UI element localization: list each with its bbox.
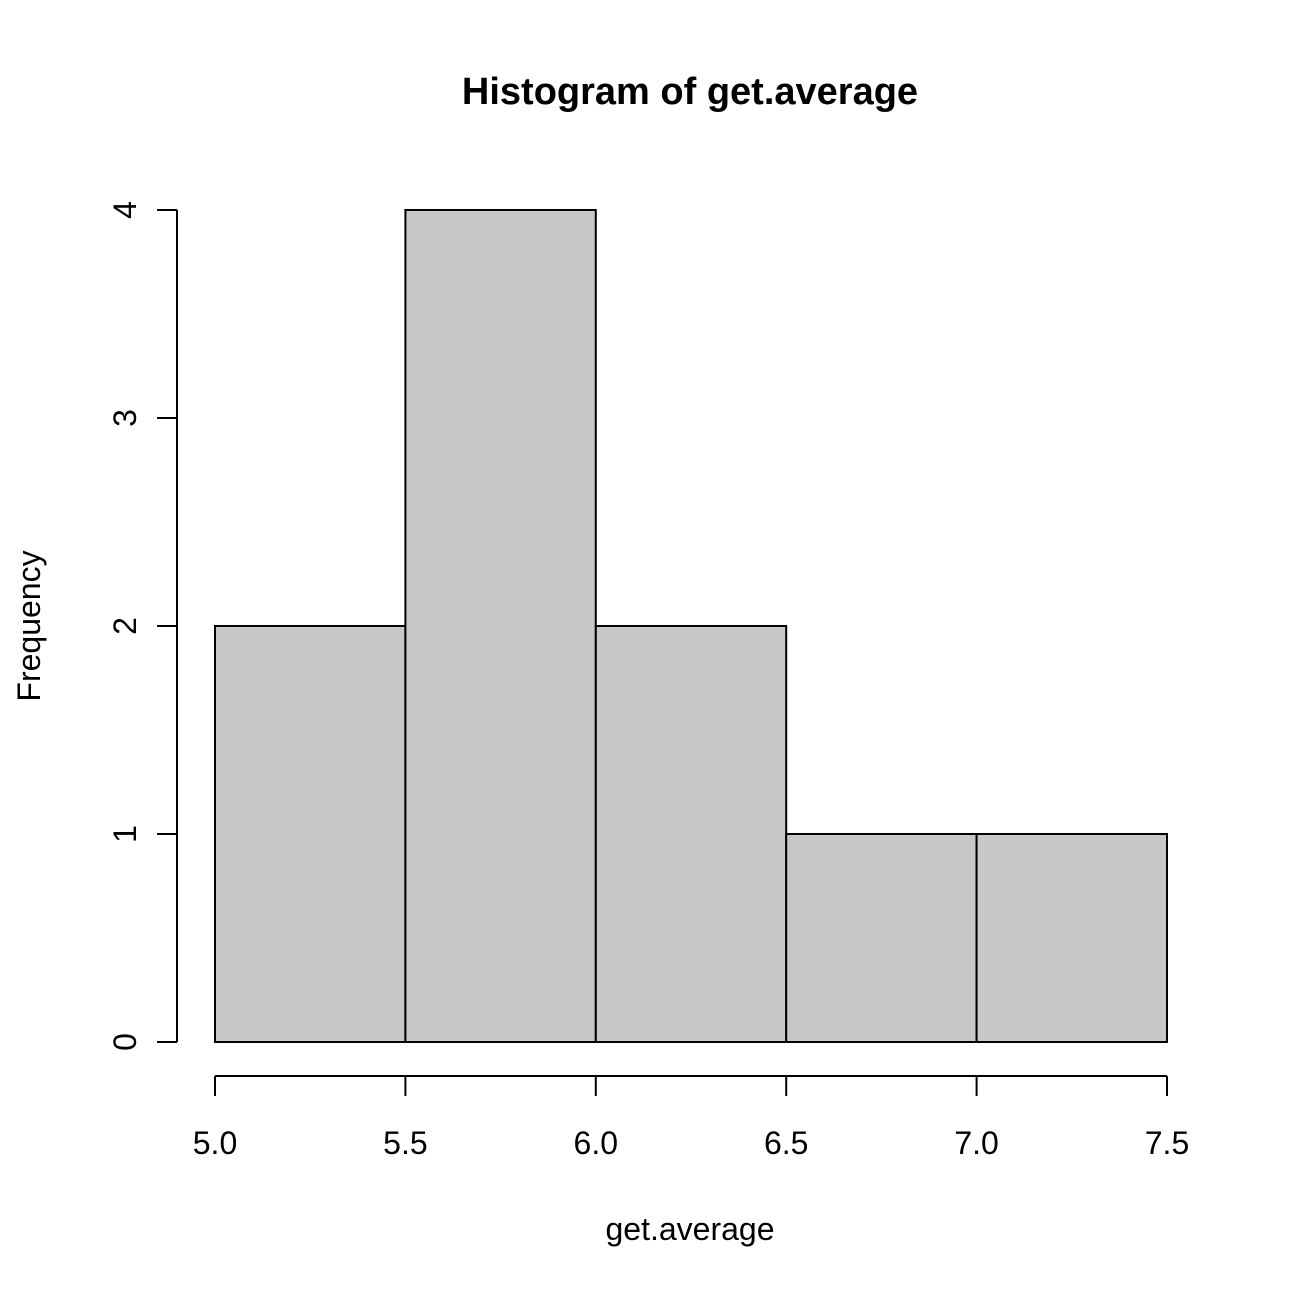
bars bbox=[214, 209, 1168, 1043]
y-tick-label: 3 bbox=[107, 409, 143, 427]
x-tick-label: 5.0 bbox=[193, 1125, 237, 1161]
x-tick-label: 7.0 bbox=[954, 1125, 998, 1161]
y-tick-label: 1 bbox=[107, 825, 143, 843]
histogram-bar bbox=[594, 625, 788, 1043]
chart-title: Histogram of get.average bbox=[462, 71, 918, 113]
y-tick-label: 2 bbox=[107, 617, 143, 635]
histogram-bar bbox=[214, 625, 407, 1043]
x-tick-label: 6.0 bbox=[574, 1125, 618, 1161]
x-tick-label: 5.5 bbox=[383, 1125, 427, 1161]
y-tick-label: 0 bbox=[107, 1033, 143, 1051]
x-axis: 5.0 5.5 6.0 6.5 7.0 7.5 bbox=[193, 1075, 1189, 1161]
histogram-bar bbox=[785, 833, 978, 1043]
histogram-bar bbox=[404, 209, 597, 1043]
x-axis-label: get.average bbox=[605, 1211, 774, 1247]
histogram-bar bbox=[975, 833, 1168, 1043]
x-tick-label: 6.5 bbox=[764, 1125, 808, 1161]
y-axis-label: Frequency bbox=[11, 550, 47, 701]
y-axis: 0 1 2 3 4 bbox=[107, 201, 178, 1051]
x-tick-label: 7.5 bbox=[1145, 1125, 1189, 1161]
y-tick-label: 4 bbox=[107, 201, 143, 219]
